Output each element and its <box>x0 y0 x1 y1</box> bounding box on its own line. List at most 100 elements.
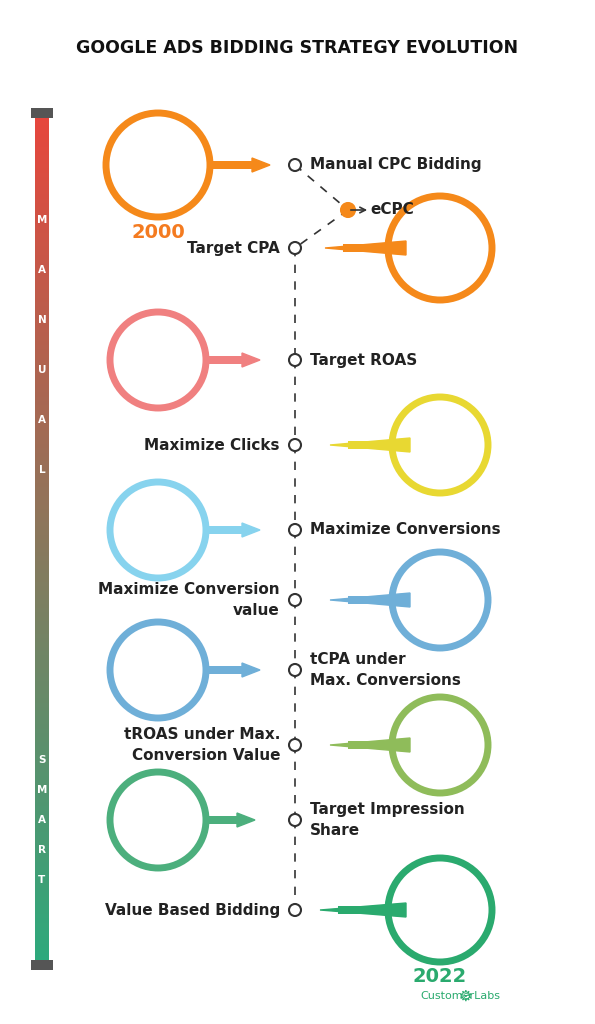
Bar <box>35 733 49 737</box>
Bar <box>35 854 49 858</box>
Bar <box>35 293 49 298</box>
Bar <box>35 729 49 733</box>
Bar <box>35 138 49 142</box>
Bar <box>35 745 49 751</box>
Bar <box>35 228 49 233</box>
Bar <box>35 712 49 716</box>
Bar <box>35 905 49 909</box>
Bar <box>35 337 49 341</box>
Circle shape <box>289 904 301 916</box>
Bar <box>35 560 49 565</box>
Bar <box>35 759 49 763</box>
Bar <box>35 160 49 164</box>
Text: Maximize Conversions: Maximize Conversions <box>310 522 500 538</box>
Bar <box>35 474 49 478</box>
Bar <box>35 544 49 548</box>
Text: tCPA under
Max. Conversions: tCPA under Max. Conversions <box>310 652 461 688</box>
Bar <box>35 168 49 173</box>
Circle shape <box>341 203 355 217</box>
Bar <box>35 328 49 332</box>
Circle shape <box>388 196 492 300</box>
Bar <box>35 948 49 952</box>
Bar <box>35 573 49 578</box>
Bar <box>206 816 237 824</box>
Bar <box>35 185 49 189</box>
Bar <box>35 419 49 423</box>
Bar <box>35 509 49 513</box>
Bar <box>35 250 49 255</box>
Bar <box>35 345 49 349</box>
Circle shape <box>289 354 301 366</box>
Text: Target Impression
Share: Target Impression Share <box>310 802 465 838</box>
Bar <box>35 410 49 414</box>
Bar <box>35 211 49 216</box>
Bar <box>35 392 49 396</box>
Bar <box>35 659 49 664</box>
Bar <box>35 113 49 117</box>
Bar <box>35 966 49 970</box>
Circle shape <box>392 552 488 648</box>
Bar <box>35 612 49 616</box>
Bar <box>35 914 49 919</box>
Bar <box>35 319 49 324</box>
Bar <box>35 862 49 866</box>
Bar <box>35 788 49 794</box>
Bar <box>35 940 49 944</box>
Bar <box>35 530 49 535</box>
Bar <box>35 380 49 384</box>
Bar <box>35 526 49 530</box>
Bar <box>35 435 49 440</box>
Text: GOOGLE ADS BIDDING STRATEGY EVOLUTION: GOOGLE ADS BIDDING STRATEGY EVOLUTION <box>76 39 519 57</box>
Text: Target ROAS: Target ROAS <box>310 352 417 368</box>
Bar <box>35 901 49 905</box>
Bar <box>35 884 49 888</box>
Polygon shape <box>330 593 410 607</box>
Bar <box>35 470 49 474</box>
Polygon shape <box>242 663 260 677</box>
Bar <box>35 181 49 185</box>
Bar <box>35 784 49 788</box>
Bar <box>35 289 49 293</box>
Bar <box>35 849 49 854</box>
Bar <box>35 751 49 755</box>
Bar <box>35 755 49 759</box>
Text: tROAS under Max.
Conversion Value: tROAS under Max. Conversion Value <box>124 727 280 763</box>
Text: 2000: 2000 <box>131 222 185 242</box>
Bar <box>35 431 49 435</box>
Bar <box>35 767 49 772</box>
Bar <box>35 763 49 767</box>
Bar <box>35 897 49 901</box>
Circle shape <box>388 858 492 962</box>
Polygon shape <box>325 241 406 255</box>
Text: A: A <box>38 265 46 275</box>
Circle shape <box>289 524 301 536</box>
Bar <box>31 108 53 118</box>
Bar <box>35 630 49 634</box>
Text: eCPC: eCPC <box>370 203 414 217</box>
Text: Maximize Clicks: Maximize Clicks <box>145 437 280 453</box>
Text: R: R <box>38 845 46 855</box>
Bar <box>35 117 49 121</box>
Bar <box>35 156 49 160</box>
Bar <box>348 441 392 449</box>
Bar <box>35 298 49 302</box>
Bar <box>35 478 49 483</box>
Text: U: U <box>37 365 46 375</box>
Bar <box>35 888 49 893</box>
Bar <box>35 690 49 694</box>
Bar <box>206 526 242 534</box>
Bar <box>35 621 49 626</box>
Bar <box>35 833 49 837</box>
Text: L: L <box>39 465 45 475</box>
Bar <box>35 694 49 698</box>
Bar <box>35 780 49 784</box>
Circle shape <box>106 113 210 217</box>
Bar <box>35 517 49 522</box>
Bar <box>35 406 49 410</box>
Bar <box>35 927 49 931</box>
Bar <box>35 271 49 276</box>
Bar <box>35 142 49 146</box>
Bar <box>35 500 49 505</box>
Circle shape <box>289 159 301 171</box>
Bar <box>35 819 49 823</box>
